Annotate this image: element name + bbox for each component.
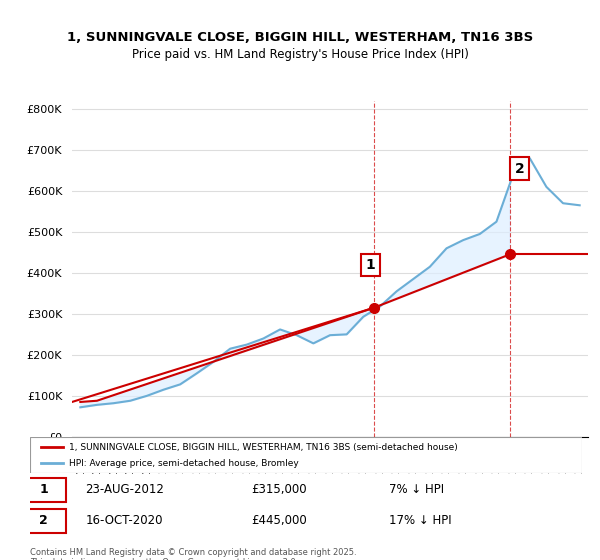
Text: 2: 2 <box>515 161 524 175</box>
Text: 1: 1 <box>40 483 48 496</box>
FancyBboxPatch shape <box>30 437 582 473</box>
Text: 16-OCT-2020: 16-OCT-2020 <box>85 514 163 527</box>
Text: 2: 2 <box>40 514 48 527</box>
Text: 1, SUNNINGVALE CLOSE, BIGGIN HILL, WESTERHAM, TN16 3BS (semi-detached house): 1, SUNNINGVALE CLOSE, BIGGIN HILL, WESTE… <box>68 443 457 452</box>
Text: 1: 1 <box>365 258 376 272</box>
Text: £445,000: £445,000 <box>251 514 307 527</box>
Text: 23-AUG-2012: 23-AUG-2012 <box>85 483 164 496</box>
Text: 17% ↓ HPI: 17% ↓ HPI <box>389 514 451 527</box>
Text: 7% ↓ HPI: 7% ↓ HPI <box>389 483 444 496</box>
FancyBboxPatch shape <box>22 508 66 533</box>
Text: 1, SUNNINGVALE CLOSE, BIGGIN HILL, WESTERHAM, TN16 3BS: 1, SUNNINGVALE CLOSE, BIGGIN HILL, WESTE… <box>67 31 533 44</box>
FancyBboxPatch shape <box>22 478 66 502</box>
Text: Contains HM Land Registry data © Crown copyright and database right 2025.
This d: Contains HM Land Registry data © Crown c… <box>30 548 356 560</box>
Text: HPI: Average price, semi-detached house, Bromley: HPI: Average price, semi-detached house,… <box>68 459 298 468</box>
Text: Price paid vs. HM Land Registry's House Price Index (HPI): Price paid vs. HM Land Registry's House … <box>131 48 469 60</box>
Text: £315,000: £315,000 <box>251 483 307 496</box>
